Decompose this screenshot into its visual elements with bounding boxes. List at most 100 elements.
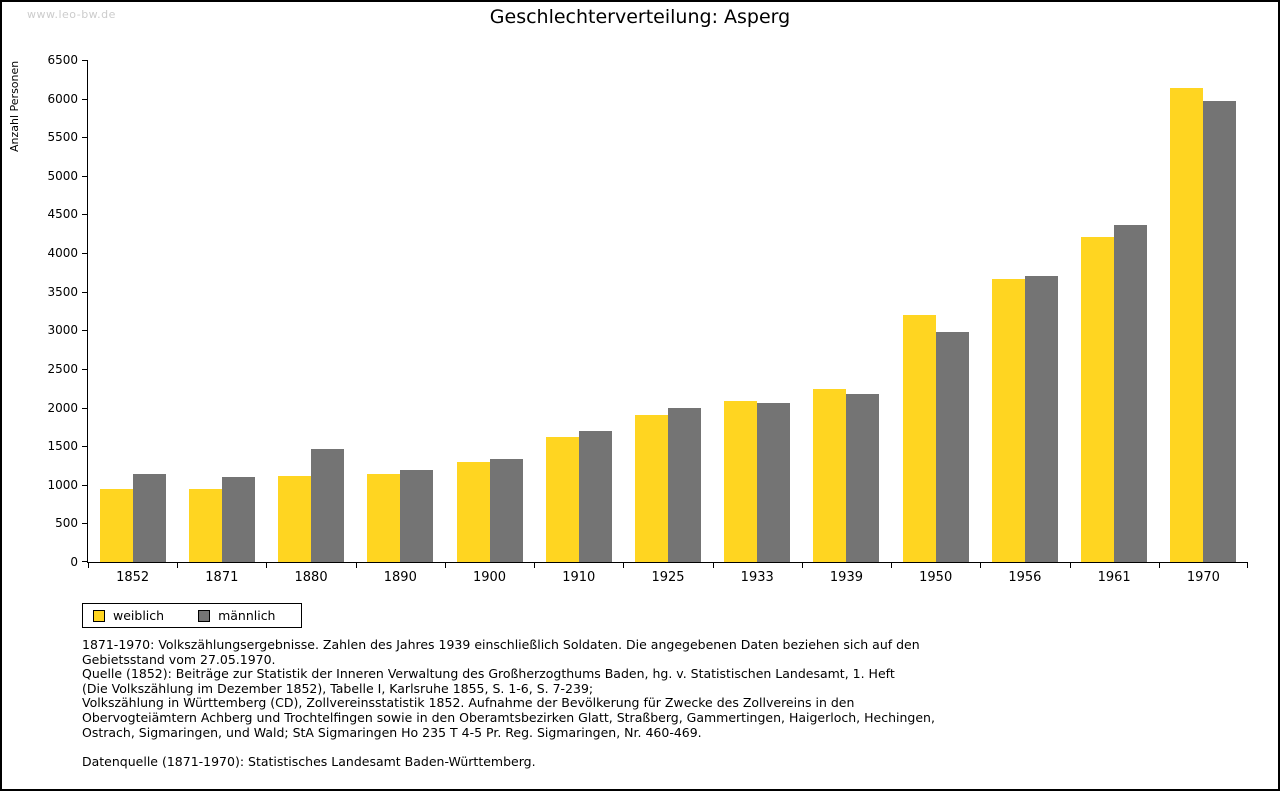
y-tick-label: 1000	[47, 477, 78, 492]
x-tick-mark	[712, 562, 714, 568]
y-tick-mark	[82, 330, 88, 332]
bar-weiblich-1852	[99, 489, 133, 562]
legend-label-weiblich: weiblich	[113, 608, 165, 623]
x-tick-label: 1961	[1097, 570, 1131, 585]
y-tick-label: 6000	[47, 91, 78, 106]
y-tick-mark	[82, 98, 88, 100]
x-tick-label: 1925	[651, 570, 685, 585]
x-tick-mark	[980, 562, 982, 568]
x-tick-label: 1900	[472, 570, 507, 585]
source-notes: 1871-1970: Volkszählungsergebnisse. Zahl…	[82, 637, 935, 769]
y-tick-mark	[82, 368, 88, 370]
bar-weiblich-1939	[813, 389, 847, 562]
bar-maennlich-1950	[935, 331, 969, 562]
chart-title: Geschlechterverteilung: Asperg	[489, 6, 791, 28]
x-tick-label: 1939	[829, 570, 863, 585]
source-note-line: 1871-1970: Volkszählungsergebnisse. Zahl…	[82, 637, 920, 652]
bar-group-1939	[802, 60, 891, 562]
legend: weiblich männlich	[82, 603, 303, 628]
x-tick-label: 1950	[919, 570, 953, 585]
bar-weiblich-1910	[545, 436, 579, 562]
bar-maennlich-1880	[311, 448, 345, 562]
bar-group-1910	[534, 60, 623, 562]
x-tick-label: 1910	[562, 570, 596, 585]
x-tick-mark	[891, 562, 893, 568]
y-tick-label: 6500	[47, 53, 78, 67]
y-tick-mark	[82, 214, 88, 216]
bar-group-1961	[1070, 60, 1159, 562]
x-tick-mark	[88, 562, 89, 568]
source-note-line: (Die Volkszählung im Dezember 1852), Tab…	[82, 680, 594, 696]
bar-group-1880	[266, 60, 355, 562]
y-tick-label: 500	[55, 516, 78, 531]
bar-maennlich-1939	[846, 394, 880, 562]
y-tick-label: 4500	[47, 207, 78, 222]
bar-group-1890	[356, 60, 445, 562]
x-tick-mark	[444, 562, 446, 568]
x-tick-mark	[534, 562, 536, 568]
bar-maennlich-1970	[1203, 100, 1237, 562]
y-tick-label: 1500	[47, 439, 78, 454]
bar-group-1933	[713, 60, 802, 562]
y-tick-mark	[82, 175, 88, 177]
x-tick-label: 1956	[1008, 570, 1042, 585]
legend-label-maennlich: männlich	[218, 608, 276, 623]
x-tick-label: 1852	[116, 570, 150, 585]
datasource-line: Datenquelle (1871-1970): Statistisches L…	[82, 753, 536, 769]
x-tick-label: 1890	[383, 570, 417, 585]
bar-maennlich-1852	[132, 474, 166, 562]
source-note-line: Gebietsstand vom 27.05.1970.	[82, 651, 276, 667]
legend-swatch-maennlich	[198, 609, 211, 622]
bar-weiblich-1880	[278, 476, 312, 562]
bar-maennlich-1890	[400, 470, 434, 562]
y-tick-mark	[82, 561, 88, 562]
bar-weiblich-1900	[456, 462, 490, 562]
bar-group-1900	[445, 60, 534, 562]
x-tick-label: 1880	[294, 570, 328, 585]
x-tick-mark	[266, 562, 268, 568]
leo-bw-watermark: www.leo-bw.de	[27, 8, 116, 21]
legend-item-maennlich: männlich	[198, 608, 275, 623]
y-axis-label: Anzahl Personen	[8, 60, 21, 152]
bar-maennlich-1961	[1114, 225, 1148, 562]
x-tick-mark	[623, 562, 625, 568]
y-tick-label: 5000	[47, 168, 78, 183]
bar-weiblich-1950	[902, 314, 936, 562]
bar-weiblich-1925	[634, 415, 668, 562]
bar-weiblich-1956	[991, 278, 1025, 562]
bar-maennlich-1900	[489, 458, 523, 562]
source-note-line: Volkszählung in Württemberg (CD), Zollve…	[82, 695, 855, 711]
x-tick-mark	[177, 562, 179, 568]
source-note-line: Quelle (1852): Beiträge zur Statistik de…	[82, 666, 895, 682]
y-tick-mark	[82, 253, 88, 255]
y-tick-label: 2500	[47, 361, 78, 376]
x-tick-label: 1933	[740, 570, 774, 585]
x-tick-mark	[1158, 562, 1160, 568]
bar-weiblich-1933	[724, 400, 758, 562]
x-tick-mark	[1247, 562, 1248, 568]
y-tick-label: 5500	[47, 130, 78, 145]
y-tick-label: 2000	[47, 400, 78, 415]
y-tick-label: 0	[70, 555, 78, 569]
bar-weiblich-1961	[1081, 236, 1115, 562]
y-tick-mark	[82, 407, 88, 409]
legend-item-weiblich: weiblich	[93, 608, 164, 623]
x-tick-mark	[1069, 562, 1071, 568]
x-tick-label: 1970	[1186, 570, 1220, 585]
bar-group-1852	[88, 60, 177, 562]
bar-weiblich-1871	[188, 488, 222, 562]
bar-maennlich-1933	[757, 402, 791, 562]
x-tick-label: 1871	[205, 570, 239, 585]
plot-area: 0 500 1000 1500 2000 2500 3000 3500 4000 4500 5000…	[47, 53, 1248, 585]
y-tick-label: 3000	[47, 323, 78, 338]
bar-group-1871	[177, 60, 266, 562]
y-tick-label: 3500	[47, 284, 78, 299]
y-tick-label: 4000	[47, 246, 78, 261]
bar-group-1956	[980, 60, 1069, 562]
bar-maennlich-1910	[578, 430, 612, 562]
y-tick-mark	[82, 523, 88, 525]
source-note-line: Ostrach, Sigmaringen, und Wald; StA Sigm…	[82, 724, 702, 740]
y-tick-mark	[82, 60, 88, 61]
x-tick-mark	[355, 562, 357, 568]
